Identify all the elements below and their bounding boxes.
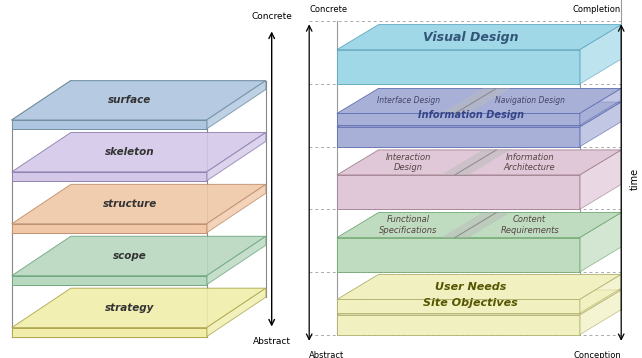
Polygon shape	[337, 127, 580, 147]
Polygon shape	[207, 184, 266, 233]
Polygon shape	[337, 274, 621, 299]
Text: Site Objectives: Site Objectives	[423, 297, 518, 308]
Polygon shape	[580, 102, 621, 147]
Text: Abstract: Abstract	[309, 351, 345, 358]
Polygon shape	[12, 276, 207, 285]
Polygon shape	[337, 50, 580, 84]
Polygon shape	[12, 236, 266, 276]
Polygon shape	[337, 102, 621, 127]
Text: User Needs: User Needs	[435, 282, 507, 292]
Text: surface: surface	[108, 95, 152, 105]
Polygon shape	[580, 88, 621, 125]
Polygon shape	[12, 132, 266, 172]
Polygon shape	[441, 213, 510, 238]
Polygon shape	[580, 274, 621, 313]
Text: Functional
Specifications: Functional Specifications	[379, 216, 438, 235]
Polygon shape	[207, 288, 266, 337]
Polygon shape	[337, 88, 621, 113]
Text: time: time	[630, 168, 640, 190]
Text: Information
Architecture: Information Architecture	[504, 153, 555, 172]
Polygon shape	[580, 25, 621, 84]
Text: strategy: strategy	[105, 303, 155, 313]
Polygon shape	[337, 113, 580, 125]
Text: Navigation Design: Navigation Design	[495, 96, 565, 106]
Text: Concrete: Concrete	[251, 13, 292, 21]
Polygon shape	[337, 150, 621, 175]
Text: Conception: Conception	[573, 351, 621, 358]
Polygon shape	[12, 172, 207, 181]
Polygon shape	[441, 88, 510, 113]
Text: Information Design: Information Design	[418, 110, 524, 120]
Text: Interface Design: Interface Design	[377, 96, 440, 106]
Polygon shape	[207, 81, 266, 129]
Text: Visual Design: Visual Design	[423, 31, 519, 44]
Text: Concrete: Concrete	[309, 5, 347, 14]
Polygon shape	[337, 238, 580, 272]
Polygon shape	[12, 120, 207, 129]
Polygon shape	[337, 175, 580, 209]
Polygon shape	[580, 150, 621, 209]
Polygon shape	[337, 25, 621, 50]
Polygon shape	[337, 290, 621, 315]
Polygon shape	[207, 132, 266, 181]
Polygon shape	[337, 315, 580, 335]
Polygon shape	[12, 184, 266, 224]
Text: scope: scope	[113, 251, 147, 261]
Polygon shape	[12, 81, 266, 120]
Polygon shape	[207, 236, 266, 285]
Polygon shape	[12, 224, 207, 233]
Text: Completion: Completion	[573, 5, 621, 14]
Polygon shape	[12, 288, 266, 328]
Text: structure: structure	[103, 199, 157, 209]
Text: Interaction
Design: Interaction Design	[386, 153, 431, 172]
Polygon shape	[580, 213, 621, 272]
Polygon shape	[441, 150, 510, 175]
Text: Abstract: Abstract	[253, 337, 291, 345]
Polygon shape	[12, 328, 207, 337]
Polygon shape	[337, 299, 580, 313]
Polygon shape	[580, 290, 621, 335]
Text: skeleton: skeleton	[105, 147, 155, 157]
Polygon shape	[337, 213, 621, 238]
Text: Content
Requirements: Content Requirements	[500, 216, 559, 235]
